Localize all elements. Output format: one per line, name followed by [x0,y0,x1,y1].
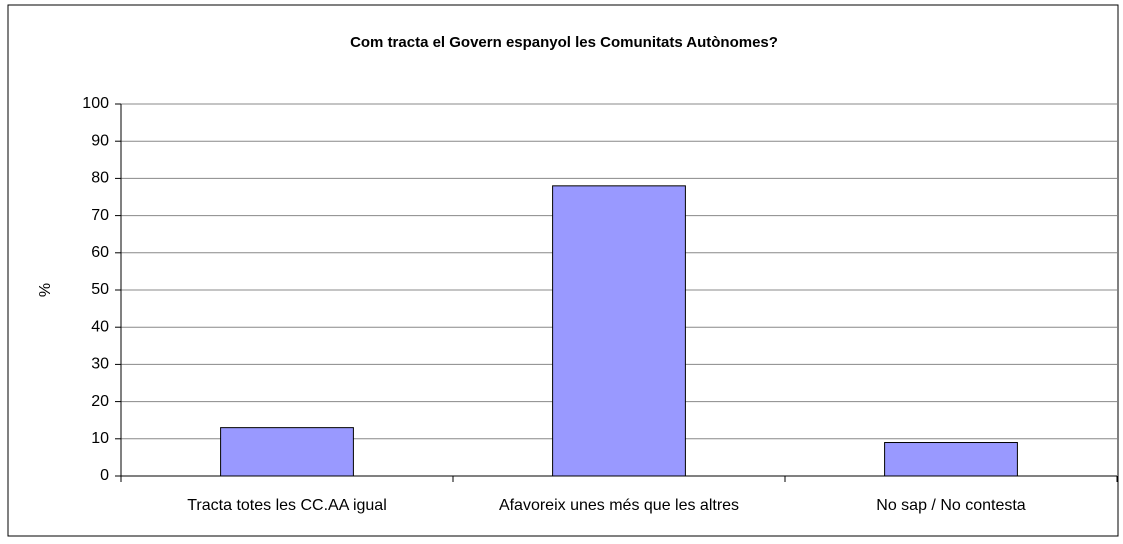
bar [884,442,1018,477]
y-tick-label: 10 [91,430,109,447]
y-tick-label: 100 [82,95,109,112]
y-tick-label: 80 [91,170,109,187]
chart-title: Com tracta el Govern espanyol les Comuni… [350,34,778,51]
bar [220,427,354,477]
y-tick-label: 60 [91,244,109,261]
y-tick-label: 90 [91,132,109,149]
y-axis-label: % [37,283,54,297]
y-tick-label: 70 [91,207,109,224]
x-tick-label: Afavoreix unes més que les altres [499,497,739,514]
y-tick-label: 0 [100,467,109,484]
bar [552,185,686,477]
x-tick-label: Tracta totes les CC.AA igual [187,497,387,514]
y-tick-label: 20 [91,393,109,410]
y-tick-label: 40 [91,318,109,335]
y-tick-label: 50 [91,281,109,298]
y-tick-label: 30 [91,356,109,373]
x-tick-label: No sap / No contesta [876,497,1026,514]
